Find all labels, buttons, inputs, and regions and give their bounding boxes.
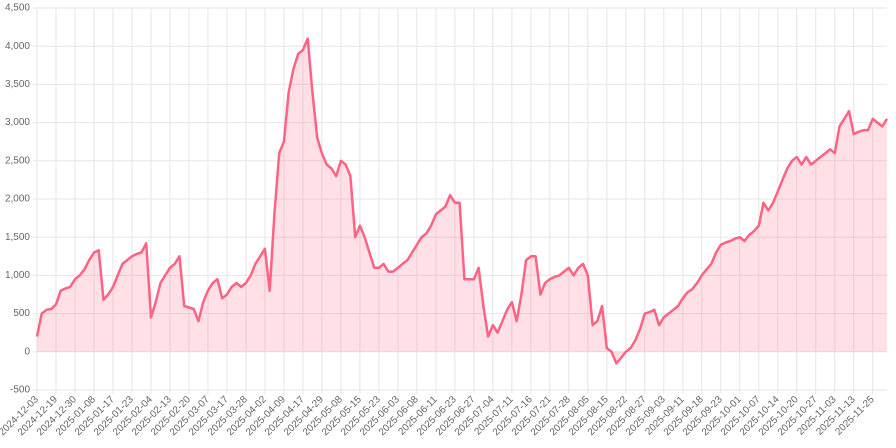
line: [35, 37, 889, 365]
y-tick-label: 3,000: [5, 117, 30, 128]
y-tick-label: 500: [13, 308, 30, 319]
y-tick-label: 1,500: [5, 232, 30, 243]
y-tick-label: -500: [10, 385, 30, 396]
y-tick-label: 4,000: [5, 41, 30, 52]
y-tick-label: 4,500: [5, 3, 30, 14]
area: [37, 38, 887, 364]
y-tick-label: 0: [24, 346, 30, 357]
y-tick-label: 3,500: [5, 79, 30, 90]
y-tick-label: 2,500: [5, 155, 30, 166]
y-tick-label: 2,000: [5, 194, 30, 205]
y-tick-label: 1,000: [5, 270, 30, 281]
